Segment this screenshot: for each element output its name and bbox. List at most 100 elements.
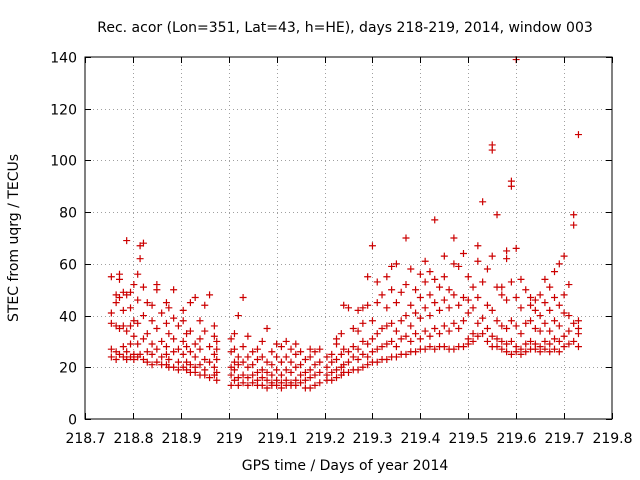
data-point <box>426 332 434 340</box>
data-point <box>234 374 242 382</box>
data-point <box>488 332 496 340</box>
data-point <box>546 327 554 335</box>
data-point <box>412 348 420 356</box>
data-point <box>316 345 324 353</box>
data-point <box>440 273 448 281</box>
data-point <box>333 366 341 374</box>
data-point <box>239 358 247 366</box>
data-point <box>397 317 405 325</box>
data-point <box>170 314 178 322</box>
data-point <box>239 379 247 387</box>
data-point <box>560 309 568 317</box>
data-point <box>191 353 199 361</box>
data-point <box>570 211 578 219</box>
data-point <box>273 376 281 384</box>
data-point <box>227 335 235 343</box>
data-point <box>323 371 331 379</box>
data-point <box>112 299 120 307</box>
data-point <box>183 330 191 338</box>
data-point <box>565 312 573 320</box>
data-point <box>503 255 511 263</box>
data-point <box>345 304 352 312</box>
data-point <box>134 270 142 278</box>
data-point <box>493 335 501 343</box>
data-point <box>440 296 448 304</box>
data-point <box>333 374 341 382</box>
data-point <box>517 275 525 283</box>
data-point <box>127 288 135 296</box>
data-point <box>503 325 511 332</box>
data-point <box>546 340 554 348</box>
x-tick-label: 219.2 <box>305 431 345 447</box>
data-point <box>555 348 563 356</box>
data-point <box>498 283 506 291</box>
data-point <box>469 337 477 345</box>
data-point <box>560 332 568 340</box>
data-point <box>287 358 295 366</box>
y-tick-label: 80 <box>59 206 77 222</box>
data-point <box>368 242 376 250</box>
data-point <box>407 265 415 273</box>
data-point <box>136 350 144 358</box>
data-point <box>316 368 324 376</box>
data-point <box>541 337 549 345</box>
data-point <box>364 353 372 361</box>
data-point <box>388 262 396 270</box>
data-point <box>455 325 463 332</box>
data-point <box>134 296 142 304</box>
data-point <box>565 327 573 335</box>
data-point <box>359 350 367 358</box>
data-point <box>112 356 120 364</box>
data-point <box>507 350 515 358</box>
data-point <box>378 325 386 332</box>
data-point <box>311 371 319 379</box>
data-point <box>531 296 539 304</box>
data-point <box>455 301 463 309</box>
data-point <box>546 283 554 291</box>
data-point <box>574 131 582 139</box>
data-point <box>297 371 305 379</box>
data-point <box>359 319 367 327</box>
data-point <box>455 262 463 270</box>
data-point <box>148 340 156 348</box>
data-point <box>507 278 515 286</box>
data-point <box>162 343 170 351</box>
data-point <box>273 340 281 348</box>
data-point <box>179 317 187 325</box>
data-point <box>201 327 209 335</box>
data-point <box>148 361 156 369</box>
data-point <box>412 330 420 338</box>
data-point <box>263 358 271 366</box>
data-point <box>148 301 156 309</box>
data-point <box>230 358 238 366</box>
data-point <box>123 237 131 245</box>
data-point <box>328 376 336 384</box>
x-axis-label: GPS time / Days of year 2014 <box>242 458 449 474</box>
data-point <box>162 350 170 358</box>
data-point <box>323 363 331 371</box>
data-point <box>134 340 142 348</box>
data-point <box>287 379 295 387</box>
data-point <box>469 330 477 338</box>
data-point <box>498 345 506 353</box>
data-point <box>388 337 396 345</box>
data-point <box>297 361 305 369</box>
data-point <box>345 368 352 376</box>
data-point <box>210 350 218 358</box>
data-point <box>206 291 214 299</box>
data-point <box>354 327 362 335</box>
data-point <box>196 345 204 353</box>
data-point <box>378 343 386 351</box>
data-point <box>493 343 501 351</box>
data-point <box>148 350 156 358</box>
data-point <box>407 337 415 345</box>
data-point <box>436 283 444 291</box>
data-points <box>107 56 582 392</box>
data-point <box>522 348 530 356</box>
data-point <box>306 366 314 374</box>
data-point <box>507 317 515 325</box>
data-point <box>383 304 391 312</box>
data-point <box>531 306 539 314</box>
data-point <box>123 291 131 299</box>
